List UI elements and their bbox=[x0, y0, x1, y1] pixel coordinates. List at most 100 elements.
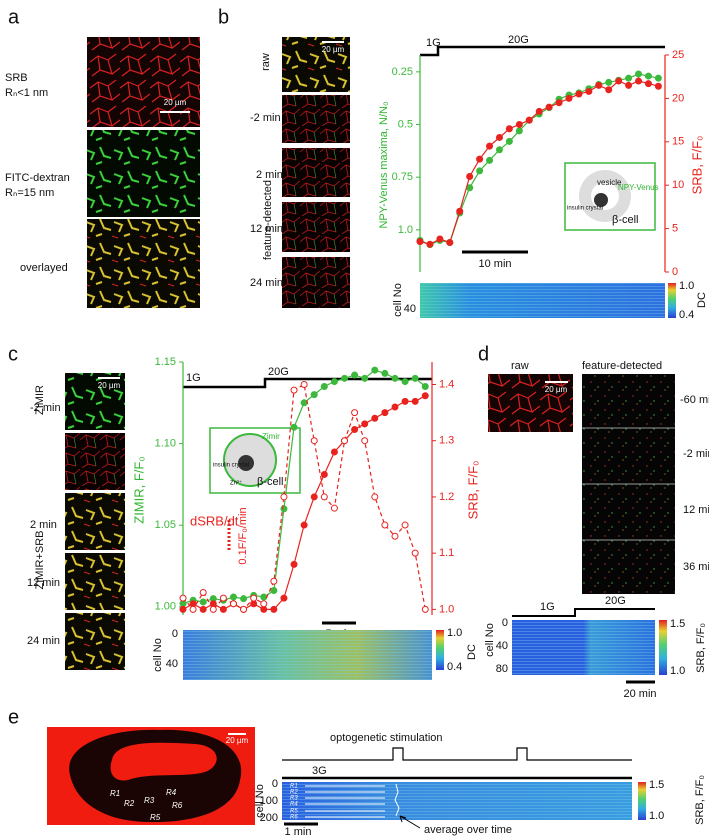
y2-axis-label: SRB, F/F₀ bbox=[465, 461, 480, 520]
stimulus-label: 1G bbox=[186, 372, 201, 384]
data-point bbox=[585, 87, 593, 95]
heatmap-tick: 200 bbox=[260, 812, 278, 824]
time-label: 12 min bbox=[683, 504, 709, 516]
data-point bbox=[229, 593, 237, 601]
label: FITC-dextran bbox=[5, 172, 70, 184]
data-point bbox=[401, 397, 409, 405]
data-point bbox=[290, 423, 298, 431]
colorbar-tick: 1.0 bbox=[670, 665, 685, 677]
data-point bbox=[290, 386, 298, 394]
data-point bbox=[189, 600, 197, 608]
time-label: -2 min bbox=[683, 448, 709, 460]
data-point bbox=[280, 594, 288, 602]
region-markers bbox=[305, 785, 385, 818]
data-point bbox=[565, 94, 573, 102]
series-line bbox=[182, 383, 426, 611]
data-point bbox=[605, 78, 613, 86]
islet-hole bbox=[110, 742, 217, 781]
y-tick-label: 0.75 bbox=[392, 171, 413, 183]
time-label: -60 min bbox=[680, 394, 709, 406]
data-point bbox=[391, 403, 399, 411]
crystal-shape bbox=[238, 455, 254, 471]
data-point bbox=[290, 560, 298, 568]
data-point bbox=[179, 605, 187, 613]
data-point bbox=[466, 173, 474, 181]
colorbar-tick: 0.4 bbox=[679, 309, 694, 321]
data-point bbox=[270, 605, 278, 613]
inset-label: Zn²⁺ bbox=[230, 480, 242, 487]
heatmap-y-label: cell No bbox=[152, 638, 164, 672]
time-label: 2 min bbox=[256, 169, 283, 181]
data-point bbox=[310, 437, 318, 445]
data-point bbox=[635, 77, 643, 85]
data-point bbox=[320, 470, 328, 478]
data-point bbox=[300, 521, 308, 529]
region-label: R2 bbox=[124, 799, 135, 808]
data-point bbox=[320, 382, 328, 390]
scale-label: 20 µm bbox=[322, 45, 345, 54]
data-point bbox=[280, 493, 288, 501]
data-point bbox=[320, 493, 328, 501]
data-point bbox=[381, 369, 389, 377]
label: Rₙ<1 nm bbox=[5, 87, 48, 99]
data-point bbox=[486, 156, 494, 164]
inset-label: NPY-Venus bbox=[618, 183, 659, 192]
stimulus-label: optogenetic stimulation bbox=[330, 732, 443, 744]
data-point bbox=[545, 103, 553, 111]
heatmap-tick: 40 bbox=[496, 640, 508, 652]
crystal-shape bbox=[594, 193, 608, 207]
heatmap-texture bbox=[512, 620, 655, 675]
data-point bbox=[495, 133, 503, 141]
inset-label: β-cell bbox=[612, 214, 639, 226]
region-label: R6 bbox=[172, 801, 183, 810]
image bbox=[282, 257, 350, 308]
heatmap-texture bbox=[420, 283, 665, 318]
data-point bbox=[515, 127, 523, 135]
colorbar-tick: 1.0 bbox=[649, 810, 664, 822]
y2-tick-label: 1.2 bbox=[439, 491, 454, 503]
data-point bbox=[189, 605, 197, 613]
stimulus-label: 20G bbox=[605, 595, 626, 607]
data-point bbox=[635, 70, 643, 78]
data-point bbox=[401, 378, 409, 386]
data-point bbox=[515, 120, 523, 128]
data-point bbox=[654, 74, 662, 82]
heatmap-texture bbox=[183, 630, 432, 680]
data-point bbox=[199, 589, 207, 597]
panel-label: b bbox=[218, 6, 229, 28]
region-label: R1 bbox=[110, 789, 120, 798]
glucose-label: 3G bbox=[312, 765, 327, 777]
scale-label: 20 µm bbox=[164, 98, 187, 107]
y2-tick-label: 1.1 bbox=[439, 547, 454, 559]
data-point bbox=[250, 594, 258, 602]
time-label: 2 min bbox=[30, 519, 57, 531]
data-point bbox=[495, 146, 503, 154]
label: raw bbox=[511, 360, 529, 372]
arrow bbox=[399, 815, 421, 829]
heatmap-tick: 80 bbox=[496, 663, 508, 675]
data-point bbox=[391, 374, 399, 382]
data-point bbox=[575, 90, 583, 98]
y2-tick-label: 10 bbox=[672, 179, 684, 191]
data-point bbox=[280, 505, 288, 513]
data-point bbox=[341, 374, 349, 382]
data-point bbox=[330, 378, 338, 386]
data-point bbox=[411, 374, 419, 382]
image bbox=[282, 37, 350, 92]
image bbox=[282, 148, 350, 197]
time-label: 24 min bbox=[27, 635, 60, 647]
rate-scale-label: 0.1F/F₀/min bbox=[237, 507, 249, 564]
colorbar bbox=[436, 630, 444, 670]
colorbar-label: DC bbox=[466, 644, 478, 660]
data-point bbox=[351, 409, 359, 417]
image bbox=[282, 202, 350, 252]
colorbar-label: SRB, F/F₀ bbox=[694, 775, 706, 825]
colorbar-tick: 1.0 bbox=[447, 627, 462, 639]
heatmap-texture bbox=[282, 782, 632, 820]
y-tick-label: 1.00 bbox=[155, 601, 176, 613]
y2-tick-label: 5 bbox=[672, 223, 678, 235]
time-label: 12 min bbox=[250, 223, 283, 235]
y2-tick-label: 25 bbox=[672, 49, 684, 61]
